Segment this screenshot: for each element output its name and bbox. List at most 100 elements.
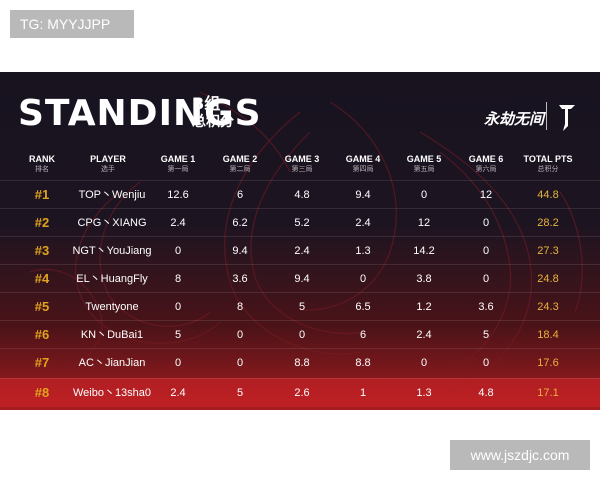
table-row: #3 NGT丶YouJiang 0 9.4 2.4 1.3 14.2 0 27.… <box>0 236 600 265</box>
header-player: PLAYER 选手 <box>90 154 126 173</box>
game-5-cell: 1.3 <box>416 387 432 399</box>
game-1-cell: 5 <box>174 329 182 341</box>
game-2-cell: 0 <box>236 329 244 341</box>
rank-cell: #5 <box>34 299 50 314</box>
rank-cell: #6 <box>34 327 50 342</box>
game-4-cell: 9.4 <box>355 189 371 201</box>
game-6-cell: 4.8 <box>478 387 494 399</box>
table-row: #6 KN丶DuBai1 5 0 0 6 2.4 5 18.4 <box>0 320 600 349</box>
game-6-cell: 5 <box>482 329 490 341</box>
standings-board: STANDINGS B组 总积分 永劫无间 RANK 排名 PLAYER 选手 GA… <box>0 72 600 410</box>
rank-cell: #2 <box>34 215 50 230</box>
game-2-cell: 0 <box>236 357 244 369</box>
game-1-cell: 12.6 <box>167 189 189 201</box>
game-6-cell: 0 <box>482 217 490 229</box>
game-6-cell: 0 <box>482 357 490 369</box>
game-1-cell: 2.4 <box>170 217 186 229</box>
game-4-cell: 6 <box>359 329 367 341</box>
game-5-cell: 2.4 <box>416 329 432 341</box>
game-5-cell: 0 <box>420 189 428 201</box>
table-row: #5 Twentyone 0 8 5 6.5 1.2 3.6 24.3 <box>0 292 600 321</box>
rank-cell: #1 <box>34 187 50 202</box>
header-game-4: GAME 4 第四局 <box>345 154 381 173</box>
game-5-cell: 14.2 <box>413 245 435 257</box>
game-3-cell: 9.4 <box>294 273 310 285</box>
header-total: TOTAL PTS 总积分 <box>523 154 573 173</box>
header-game-1: GAME 1 第一局 <box>160 154 196 173</box>
game-3-cell: 5 <box>298 301 306 313</box>
game-3-cell: 4.8 <box>294 189 310 201</box>
game-4-cell: 1 <box>359 387 367 399</box>
game-1-cell: 8 <box>174 273 182 285</box>
header-game-5: GAME 5 第五局 <box>406 154 442 173</box>
game-2-cell: 6 <box>236 189 244 201</box>
header-game-3: GAME 3 第三局 <box>284 154 320 173</box>
game-1-cell: 0 <box>174 245 182 257</box>
player-cell: NGT丶YouJiang <box>72 245 152 257</box>
total-cell: 44.8 <box>537 189 559 201</box>
player-cell: KN丶DuBai1 <box>80 329 144 341</box>
game-2-cell: 8 <box>236 301 244 313</box>
game-1-cell: 0 <box>174 301 182 313</box>
game-2-cell: 6.2 <box>232 217 248 229</box>
header-game-6: GAME 6 第六局 <box>468 154 504 173</box>
game-3-cell: 2.4 <box>294 245 310 257</box>
rank-cell: #8 <box>34 385 50 400</box>
sword-logo-icon <box>559 105 575 131</box>
game-6-cell: 0 <box>482 245 490 257</box>
table-row: #7 AC丶JianJian 0 0 8.8 8.8 0 0 17.6 <box>0 348 600 377</box>
player-cell: Twentyone <box>85 301 139 313</box>
rank-cell: #3 <box>34 243 50 258</box>
total-cell: 24.8 <box>537 273 559 285</box>
game-1-cell: 2.4 <box>170 387 186 399</box>
game-5-cell: 0 <box>420 357 428 369</box>
total-cell: 27.3 <box>537 245 559 257</box>
game-4-cell: 1.3 <box>355 245 371 257</box>
game-2-cell: 9.4 <box>232 245 248 257</box>
game-5-cell: 12 <box>417 217 431 229</box>
game-6-cell: 12 <box>479 189 493 201</box>
game-6-cell: 0 <box>482 273 490 285</box>
game-5-cell: 3.8 <box>416 273 432 285</box>
game-4-cell: 2.4 <box>355 217 371 229</box>
total-cell: 18.4 <box>537 329 559 341</box>
game-3-cell: 2.6 <box>294 387 310 399</box>
table-row-highlighted: #8 Weibo丶13sha0 2.4 5 2.6 1 1.3 4.8 17.1 <box>0 378 600 407</box>
group-label: B组 <box>192 94 221 113</box>
player-cell: CPG丶XIANG <box>77 217 147 229</box>
table-row: #2 CPG丶XIANG 2.4 6.2 5.2 2.4 12 0 28.2 <box>0 208 600 237</box>
total-cell: 28.2 <box>537 217 559 229</box>
rank-cell: #7 <box>34 355 50 370</box>
logo-divider <box>546 102 547 130</box>
standings-title: STANDINGS <box>18 93 262 134</box>
game-4-cell: 8.8 <box>355 357 371 369</box>
game-4-cell: 6.5 <box>355 301 371 313</box>
player-cell: EL丶HuangFly <box>76 273 148 285</box>
header-game-2: GAME 2 第二局 <box>222 154 258 173</box>
game-1-cell: 0 <box>174 357 182 369</box>
game-3-cell: 5.2 <box>294 217 310 229</box>
table-row: #1 TOP丶Wenjiu 12.6 6 4.8 9.4 0 12 44.8 <box>0 180 600 209</box>
total-cell: 17.1 <box>537 387 559 399</box>
game-logo: 永劫无间 <box>484 110 545 128</box>
total-cell: 17.6 <box>537 357 559 369</box>
points-label: 总积分 <box>192 114 234 130</box>
game-3-cell: 0 <box>298 329 306 341</box>
header-rank: RANK 排名 <box>29 154 55 173</box>
website-watermark: www.jszdjc.com <box>450 440 590 470</box>
table-row: #4 EL丶HuangFly 8 3.6 9.4 0 3.8 0 24.8 <box>0 264 600 293</box>
game-6-cell: 3.6 <box>478 301 494 313</box>
player-cell: Weibo丶13sha0 <box>72 387 152 399</box>
player-cell: TOP丶Wenjiu <box>78 189 146 201</box>
total-cell: 24.3 <box>537 301 559 313</box>
game-4-cell: 0 <box>359 273 367 285</box>
game-2-cell: 3.6 <box>232 273 248 285</box>
table-header: RANK 排名 PLAYER 选手 GAME 1 第一局 GAME 2 第二局 GAME… <box>0 154 600 178</box>
player-cell: AC丶JianJian <box>78 357 146 369</box>
group-title: B组 总积分 <box>192 94 234 131</box>
game-3-cell: 8.8 <box>294 357 310 369</box>
telegram-tag: TG: MYYJJPP <box>10 10 134 38</box>
rank-cell: #4 <box>34 271 50 286</box>
game-2-cell: 5 <box>236 387 244 399</box>
game-5-cell: 1.2 <box>416 301 432 313</box>
